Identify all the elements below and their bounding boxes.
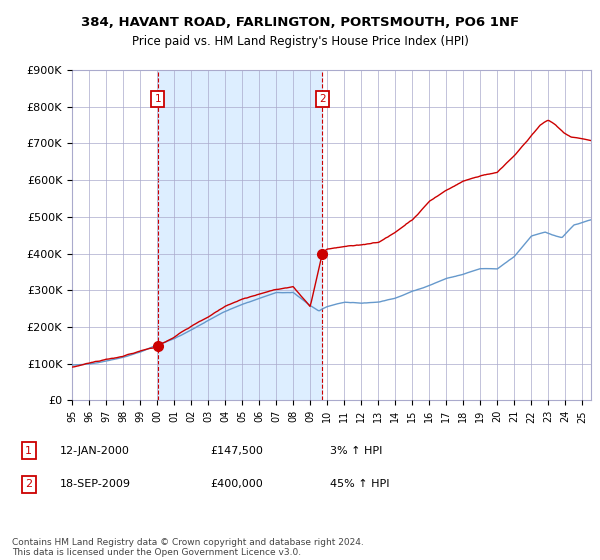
Bar — [158, 70, 322, 400]
Text: Contains HM Land Registry data © Crown copyright and database right 2024.
This d: Contains HM Land Registry data © Crown c… — [12, 538, 364, 557]
Text: 2: 2 — [25, 479, 32, 489]
Text: 18-SEP-2009: 18-SEP-2009 — [60, 479, 131, 489]
Text: 2: 2 — [319, 95, 326, 104]
Text: 3% ↑ HPI: 3% ↑ HPI — [330, 446, 382, 456]
Text: Price paid vs. HM Land Registry's House Price Index (HPI): Price paid vs. HM Land Registry's House … — [131, 35, 469, 48]
Text: £147,500: £147,500 — [210, 446, 263, 456]
Text: 384, HAVANT ROAD, FARLINGTON, PORTSMOUTH, PO6 1NF: 384, HAVANT ROAD, FARLINGTON, PORTSMOUTH… — [81, 16, 519, 29]
Text: 1: 1 — [154, 95, 161, 104]
Text: 45% ↑ HPI: 45% ↑ HPI — [330, 479, 389, 489]
Text: £400,000: £400,000 — [210, 479, 263, 489]
Text: 12-JAN-2000: 12-JAN-2000 — [60, 446, 130, 456]
Text: 1: 1 — [25, 446, 32, 456]
